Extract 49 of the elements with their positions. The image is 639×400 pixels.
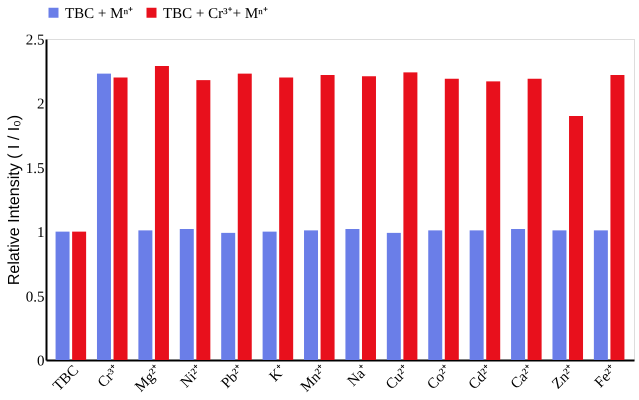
x-tick-label: Fe²⁺ [592, 362, 620, 392]
bar [470, 230, 484, 360]
bar [56, 232, 70, 360]
bar [386, 232, 401, 360]
bar [403, 72, 418, 360]
bar [362, 76, 376, 360]
x-tick-label: Ca²⁺ [508, 362, 538, 392]
bar [610, 74, 624, 360]
bar [552, 230, 566, 360]
bar [221, 232, 236, 360]
bar [594, 230, 608, 360]
x-tick-label: Zn²⁺ [549, 362, 580, 392]
bar [72, 232, 86, 360]
y-tick-label: 1.5 [26, 160, 44, 177]
x-tick-label: Co²⁺ [424, 362, 455, 393]
bar [262, 232, 277, 360]
x-tick-label: Cd²⁺ [466, 362, 496, 393]
x-tick-label: TBC [50, 362, 82, 394]
bar [196, 80, 210, 360]
y-tick-label: 2 [37, 96, 44, 113]
x-tick-label: Ni²⁺ [178, 362, 206, 392]
bar [486, 81, 500, 360]
y-tick-label: 1 [37, 225, 44, 242]
x-tick-label: Cu²⁺ [383, 362, 414, 393]
bar [511, 229, 526, 360]
x-tick-label: Na⁺ [344, 362, 372, 390]
x-tick-label: K⁺ [266, 362, 290, 386]
legend-label: TBC + Cr³⁺+ Mⁿ⁺ [163, 6, 268, 22]
y-tick-label: 0.5 [26, 289, 44, 306]
bar [114, 78, 128, 360]
bar [345, 229, 360, 360]
bar [444, 78, 459, 360]
bar [304, 230, 318, 360]
bar [138, 230, 152, 360]
bar [569, 116, 584, 360]
bar [154, 66, 169, 360]
bar [428, 230, 442, 360]
y-tick-label: 2.5 [26, 32, 44, 48]
bar [96, 74, 111, 360]
legend-label: TBC + Mⁿ⁺ [65, 6, 134, 22]
bar [528, 78, 542, 360]
bar [238, 74, 252, 360]
y-tick-label: 0 [37, 354, 44, 370]
y-axis-title: Relative Intensity ( I / I₀) [6, 114, 23, 286]
bar [279, 78, 294, 360]
x-tick-label: Pb²⁺ [218, 362, 248, 392]
bar [180, 229, 194, 360]
x-tick-label: Cr³⁺ [94, 362, 124, 392]
bar [320, 74, 335, 360]
